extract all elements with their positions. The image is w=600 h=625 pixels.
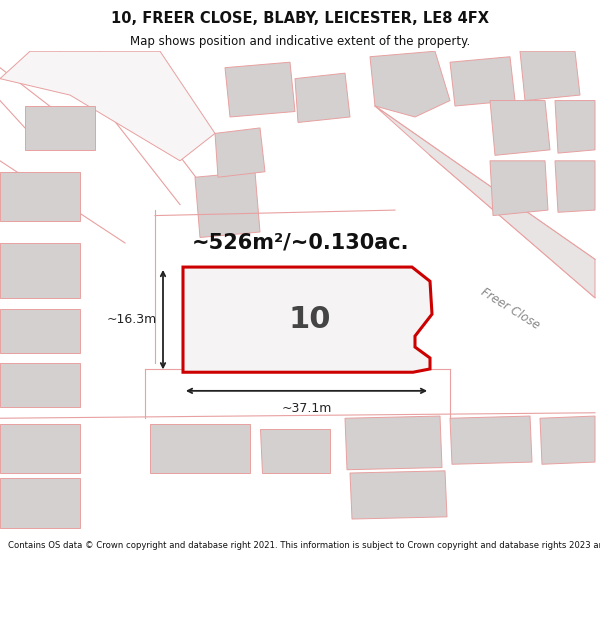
Polygon shape (295, 73, 350, 122)
Polygon shape (195, 172, 260, 238)
Polygon shape (540, 416, 595, 464)
Text: Freer Close: Freer Close (478, 286, 542, 332)
Polygon shape (0, 479, 80, 528)
Polygon shape (490, 161, 548, 216)
Polygon shape (0, 243, 80, 298)
Polygon shape (520, 51, 580, 101)
Polygon shape (0, 51, 215, 161)
Polygon shape (0, 364, 80, 408)
Polygon shape (370, 51, 450, 117)
Polygon shape (183, 267, 432, 372)
Text: Contains OS data © Crown copyright and database right 2021. This information is : Contains OS data © Crown copyright and d… (8, 541, 600, 551)
Polygon shape (350, 471, 447, 519)
Polygon shape (0, 172, 80, 221)
Text: Map shows position and indicative extent of the property.: Map shows position and indicative extent… (130, 35, 470, 48)
Polygon shape (260, 429, 330, 473)
Polygon shape (150, 424, 250, 473)
Polygon shape (490, 101, 550, 156)
Polygon shape (345, 416, 442, 470)
Polygon shape (375, 106, 595, 298)
Polygon shape (25, 106, 95, 150)
Polygon shape (0, 309, 80, 352)
Polygon shape (215, 128, 265, 178)
Text: ~16.3m: ~16.3m (107, 313, 157, 326)
Polygon shape (555, 161, 595, 212)
Polygon shape (555, 101, 595, 153)
Text: 10, FREER CLOSE, BLABY, LEICESTER, LE8 4FX: 10, FREER CLOSE, BLABY, LEICESTER, LE8 4… (111, 11, 489, 26)
Text: ~37.1m: ~37.1m (281, 402, 332, 415)
Text: ~526m²/~0.130ac.: ~526m²/~0.130ac. (191, 233, 409, 253)
Text: 10: 10 (289, 305, 331, 334)
Polygon shape (450, 57, 515, 106)
Polygon shape (450, 416, 532, 464)
Polygon shape (0, 424, 80, 473)
Polygon shape (225, 62, 295, 117)
